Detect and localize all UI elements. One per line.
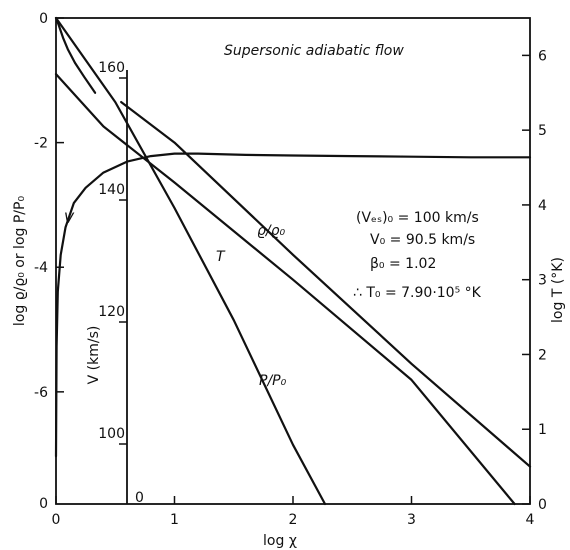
y-right-tick-label-6: 6 (538, 48, 547, 64)
y-v-tick-label-160: 160 (98, 60, 125, 76)
x-tick-label-2: 2 (289, 512, 298, 528)
param-ves0: (Vₑₛ)₀ = 100 km/s (356, 210, 479, 226)
y-left-tick-label--6: -6 (34, 385, 48, 401)
y-left-tick-label-zero: 0 (39, 496, 48, 512)
curve-label-v: V (64, 211, 75, 227)
y-right-tick-label-3: 3 (538, 273, 547, 289)
y-v-tick-label-120: 120 (98, 304, 125, 320)
y-axis-label-left: log ϱ/ϱ₀ or log P/P₀ (12, 196, 28, 327)
y-v-tick-label-140: 140 (98, 182, 125, 198)
chart-title: Supersonic adiabatic flow (224, 43, 404, 59)
param-t0: ∴ T₀ = 7.90·10⁵ °K (353, 285, 482, 301)
curve-label-rho: ϱ/ϱ₀ (257, 223, 285, 239)
x-tick-label-1: 1 (170, 512, 179, 528)
y-left-tick-label--4: -4 (34, 260, 48, 276)
y-left-tick-label--2: -2 (34, 136, 48, 152)
y-axis-label-right: log T (°K) (550, 257, 566, 323)
tick-marks (55, 17, 531, 505)
y-v-tick-label-zero: 0 (135, 490, 144, 506)
param-v0: V₀ = 90.5 km/s (370, 232, 475, 248)
x-tick-label-4: 4 (526, 512, 535, 528)
temperature-curve (54, 73, 516, 506)
x-axis-label: log χ (263, 533, 297, 549)
param-beta0: β₀ = 1.02 (370, 256, 436, 272)
y-right-tick-label-0: 0 (538, 497, 547, 513)
curve-label-t: T (216, 249, 226, 265)
x-tick-label-0: 0 (52, 512, 61, 528)
curves (54, 16, 532, 506)
y-right-tick-label-5: 5 (538, 123, 547, 139)
rho-curve (54, 16, 97, 94)
rho-curve-segment-2 (120, 101, 532, 468)
pressure-curve (54, 16, 327, 506)
velocity-curve (54, 152, 532, 458)
y-v-tick-label-100: 100 (98, 426, 125, 442)
x-tick-label-3: 3 (407, 512, 416, 528)
curve-label-p: P/P₀ (259, 373, 287, 389)
y-right-tick-label-2: 2 (538, 347, 547, 363)
y-left-tick-label-0: 0 (39, 11, 48, 27)
y-axis-label-v: V (km/s) (86, 326, 102, 385)
y-right-tick-label-1: 1 (538, 422, 547, 438)
y-right-tick-label-4: 4 (538, 198, 547, 214)
